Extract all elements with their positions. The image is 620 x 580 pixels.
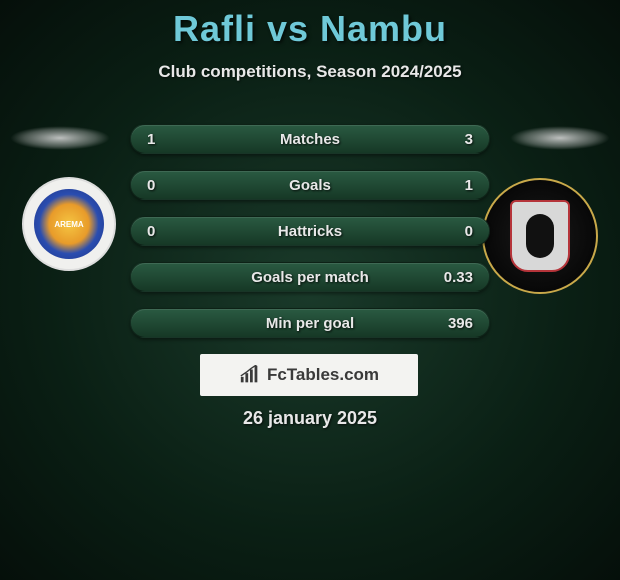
player-shadow-right <box>510 126 610 150</box>
stat-left-value: 0 <box>147 177 197 194</box>
club-badge-right-shield <box>510 200 570 272</box>
stats-panel: 1 Matches 3 0 Goals 1 0 Hattricks 0 Goal… <box>130 124 490 354</box>
subtitle: Club competitions, Season 2024/2025 <box>0 62 620 82</box>
page-title: Rafli vs Nambu <box>0 0 620 50</box>
club-badge-left-emblem: AREMA <box>34 189 104 259</box>
stat-left-value: 0 <box>147 223 197 240</box>
chart-bars-icon <box>239 365 261 385</box>
stat-row-goals-per-match: Goals per match 0.33 <box>130 262 490 292</box>
date-label: 26 january 2025 <box>0 408 620 429</box>
club-badge-right <box>482 178 598 294</box>
stat-row-goals: 0 Goals 1 <box>130 170 490 200</box>
stat-row-matches: 1 Matches 3 <box>130 124 490 154</box>
club-badge-left: AREMA <box>22 177 116 271</box>
stat-right-value: 3 <box>423 131 473 148</box>
stat-row-min-per-goal: Min per goal 396 <box>130 308 490 338</box>
stat-label: Goals <box>197 177 423 194</box>
stat-right-value: 396 <box>423 315 473 332</box>
stat-left-value: 1 <box>147 131 197 148</box>
stat-label: Goals per match <box>197 269 423 286</box>
stat-right-value: 0 <box>423 223 473 240</box>
stat-label: Matches <box>197 131 423 148</box>
stat-right-value: 1 <box>423 177 473 194</box>
stat-right-value: 0.33 <box>423 269 473 286</box>
stat-label: Min per goal <box>197 315 423 332</box>
brand-label: FcTables.com <box>267 365 379 385</box>
brand-box: FcTables.com <box>200 354 418 396</box>
stat-label: Hattricks <box>197 223 423 240</box>
player-shadow-left <box>10 126 110 150</box>
club-badge-left-label: AREMA <box>54 220 83 229</box>
stat-row-hattricks: 0 Hattricks 0 <box>130 216 490 246</box>
